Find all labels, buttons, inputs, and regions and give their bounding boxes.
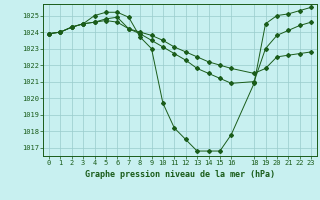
X-axis label: Graphe pression niveau de la mer (hPa): Graphe pression niveau de la mer (hPa) <box>85 170 275 179</box>
